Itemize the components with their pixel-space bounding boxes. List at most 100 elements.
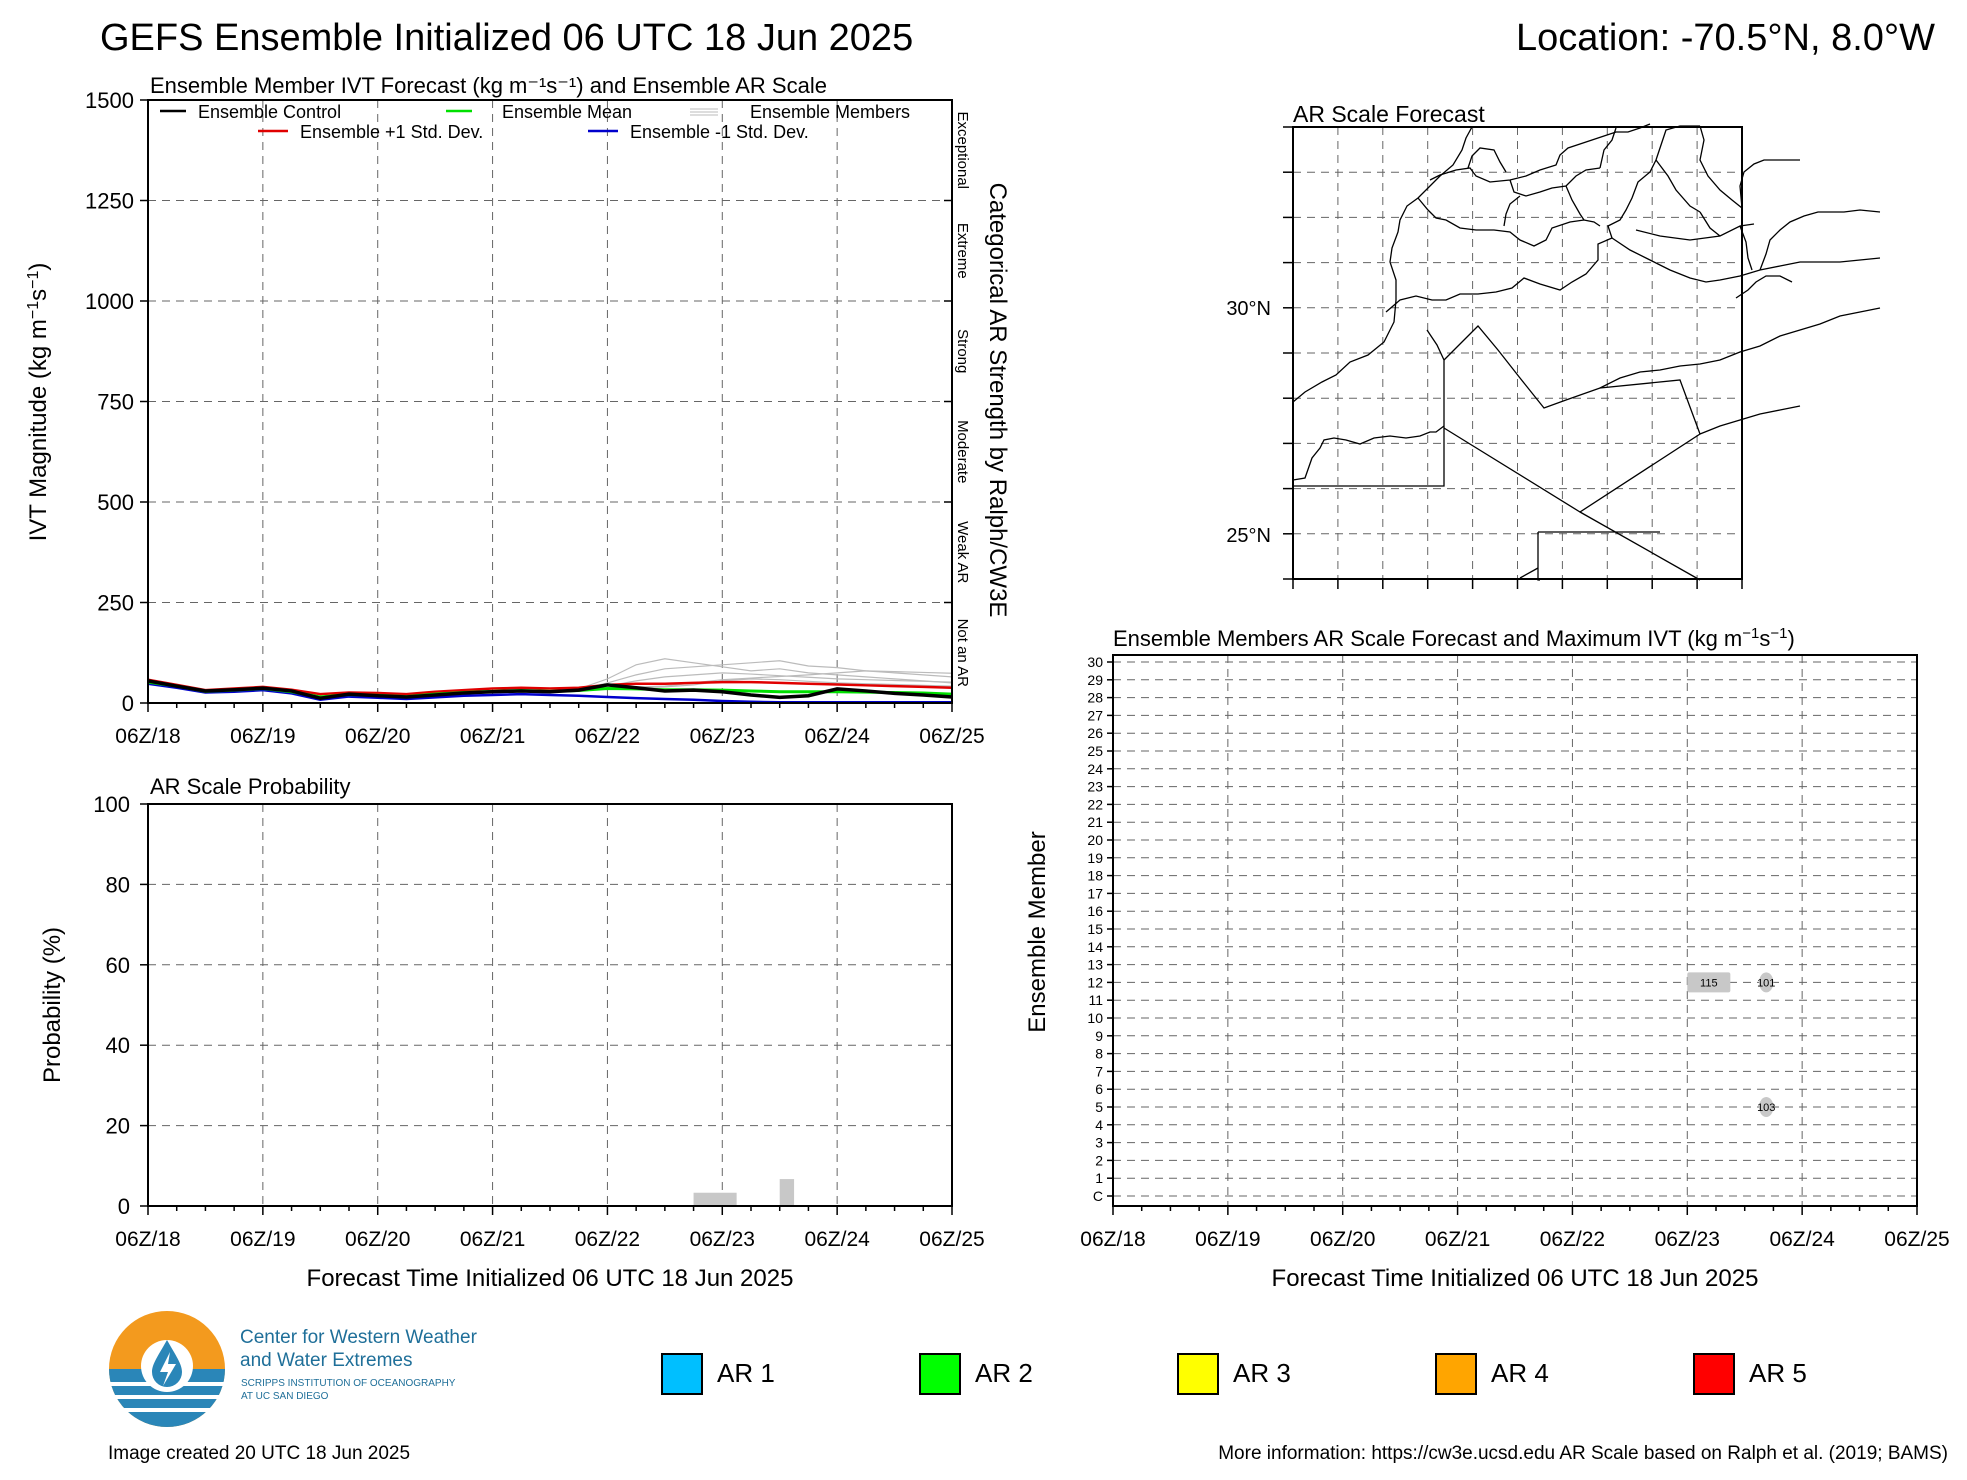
members-x-tick-label: 06Z/25 <box>1884 1228 1949 1251</box>
logo-line4: AT UC SAN DIEGO <box>241 1391 329 1402</box>
ar-category-label: Exceptional <box>954 111 971 189</box>
map-border-diag <box>1579 511 1701 581</box>
prob-y-tick-label: 100 <box>93 792 130 817</box>
members-y-tick-label: 19 <box>1087 850 1103 866</box>
ar-category-label: Not an AR <box>954 619 971 688</box>
ivt-y-tick-label: 250 <box>97 591 134 616</box>
ivt-x-tick-label: 06Z/21 <box>460 725 525 748</box>
members-y-tick-label: 7 <box>1095 1063 1103 1079</box>
members-x-tick-label: 06Z/23 <box>1655 1228 1720 1251</box>
ivt-series-lines <box>147 678 953 704</box>
map-interior-boundary-11 <box>1739 159 1800 209</box>
ivt-y-tick-label: 750 <box>97 390 134 415</box>
ivt-grid <box>148 100 952 703</box>
members-y-tick-label: 28 <box>1087 690 1103 706</box>
prob-y-tick-label: 40 <box>106 1033 130 1058</box>
map-lat-label-25: 25°N <box>1226 525 1271 547</box>
prob-y-tick-label: 60 <box>106 953 130 978</box>
ivt-y-axis-label: IVT Magnitude (kg m−1s−1) <box>25 263 53 542</box>
members-y-tick-label: C <box>1093 1188 1103 1204</box>
members-y-tick-label: 10 <box>1087 1010 1103 1026</box>
ivt-x-tick-label: 06Z/18 <box>115 725 180 748</box>
member-cell <box>1759 972 1774 993</box>
legend-mean-label: Ensemble Mean <box>502 102 632 122</box>
prob-y-axis-label: Probability (%) <box>39 927 66 1083</box>
map-interior-boundary-18 <box>1599 307 1881 389</box>
map-interior-boundary-8 <box>1655 159 1701 213</box>
footer-info: More information: https://cw3e.ucsd.edu … <box>1218 1443 1948 1464</box>
map-interior-boundary-2 <box>1429 123 1651 183</box>
legend-control-label: Ensemble Control <box>198 102 341 122</box>
ar-legend-swatch <box>1177 1353 1219 1395</box>
members-y-tick-label: 2 <box>1095 1152 1103 1168</box>
map-border-algeria-mali <box>1443 325 1701 513</box>
ar-category-label: Weak AR <box>954 521 971 583</box>
map-interior-boundary-16 <box>1759 211 1830 271</box>
footer-created: Image created 20 UTC 18 Jun 2025 <box>108 1443 410 1464</box>
map-interior-boundary-10 <box>1699 125 1743 209</box>
ar-legend-swatch <box>1693 1353 1735 1395</box>
members-cells: 115 101 103 <box>1687 972 1775 1117</box>
members-y-tick-label: 14 <box>1087 939 1103 955</box>
ivt-forecast-panel: Ensemble Member IVT Forecast (kg m⁻¹s⁻¹)… <box>25 73 1012 748</box>
members-y-tick-label: 5 <box>1095 1099 1103 1115</box>
ivt-legend: Ensemble Control Ensemble Mean Ensemble … <box>160 102 910 142</box>
ivt-y-ticks: 0 250 500 750 1000 1250 1500 <box>85 88 148 716</box>
members-y-tick-label: 16 <box>1087 903 1103 919</box>
members-y-tick-label: 8 <box>1095 1046 1103 1062</box>
ar-legend-swatch <box>661 1353 703 1395</box>
members-y-axis-label: Ensemble Member <box>1024 831 1051 1032</box>
ar-legend-swatch <box>1435 1353 1477 1395</box>
ivt-x-tick-label: 06Z/25 <box>919 725 984 748</box>
ar-scale-map-panel: AR Scale Forecast <box>1226 101 1881 589</box>
ivt-y-tick-label: 1250 <box>85 189 134 214</box>
members-y-tick-label: 21 <box>1087 814 1103 830</box>
ivt-x-tick-label: 06Z/19 <box>230 725 295 748</box>
member-cell-value: 101 <box>1757 977 1775 989</box>
map-interior-boundary-19 <box>1699 405 1801 435</box>
prob-x-axis-label: Forecast Time Initialized 06 UTC 18 Jun … <box>307 1265 794 1292</box>
map-interior-boundary-7 <box>1565 185 1585 221</box>
members-y-tick-label: 20 <box>1087 832 1103 848</box>
ar-category-labels: Exceptional Extreme Strong Moderate Weak AR N… <box>944 99 971 704</box>
members-y-tick-label: 25 <box>1087 743 1103 759</box>
ar-scale-legend: AR 1 AR 2 AR 3 AR 4 AR 5 <box>661 1353 1807 1395</box>
prob-bar <box>693 1192 737 1206</box>
map-lat-label-30: 30°N <box>1226 298 1271 320</box>
legend-minus-std-label: Ensemble -1 Std. Dev. <box>630 122 809 142</box>
map-ticks <box>1283 126 1743 589</box>
prob-x-tick-label: 06Z/24 <box>804 1228 870 1251</box>
map-interior-boundary-14 <box>1735 275 1793 299</box>
map-interior-boundary-4 <box>1509 167 1601 197</box>
map-interior-boundary-17 <box>1830 209 1881 213</box>
prob-x-tick-label: 06Z/23 <box>690 1228 755 1251</box>
members-y-tick-label: 12 <box>1087 974 1103 990</box>
members-grid <box>1113 655 1917 1206</box>
members-x-tick-label: 06Z/19 <box>1195 1228 1260 1251</box>
ivt-y-tick-label: 1500 <box>85 88 134 113</box>
prob-x-tick-label: 06Z/19 <box>230 1228 295 1251</box>
members-y-tick-label: 3 <box>1095 1135 1103 1151</box>
member-cell-value: 103 <box>1757 1102 1775 1114</box>
map-interior-boundary-3 <box>1467 147 1507 173</box>
members-y-tick-label: 24 <box>1087 761 1103 777</box>
member-cell-value: 115 <box>1700 977 1718 989</box>
map-coastline <box>1292 126 1476 403</box>
ar-category-label: Moderate <box>954 420 971 483</box>
ivt-plot-frame <box>147 99 953 704</box>
members-y-tick-label: 29 <box>1087 672 1103 688</box>
map-border-mauritania <box>1537 532 1540 581</box>
cw3e-logo: Center for Western Weather and Water Ext… <box>109 1311 478 1427</box>
members-y-tick-label: 18 <box>1087 868 1103 884</box>
ar-category-label: Strong <box>954 329 971 373</box>
prob-x-tick-label: 06Z/18 <box>115 1228 180 1251</box>
prob-panel-title: AR Scale Probability <box>150 774 351 799</box>
members-y-tick-label: 30 <box>1087 654 1103 670</box>
members-y-tick-label: 9 <box>1095 1028 1103 1044</box>
member-cell <box>1687 972 1731 993</box>
map-border-morocco-algeria <box>1385 125 1700 313</box>
ivt-y-tick-label: 1000 <box>85 289 134 314</box>
members-x-axis-label: Forecast Time Initialized 06 UTC 18 Jun … <box>1272 1265 1759 1292</box>
prob-x-tick-label: 06Z/22 <box>575 1228 640 1251</box>
logo-bolt-icon <box>160 1352 176 1386</box>
